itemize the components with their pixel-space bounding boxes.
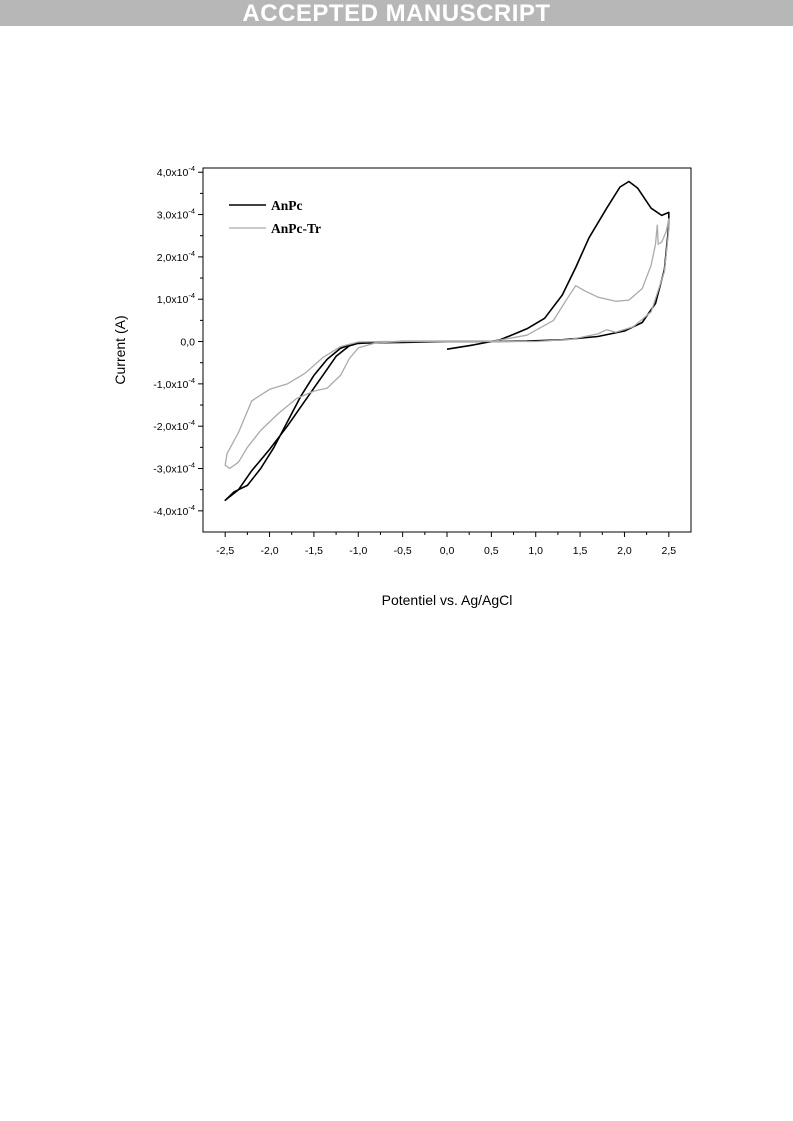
y-tick-label: -2,0x10-4	[153, 418, 195, 433]
x-tick-label: 2,0	[617, 545, 632, 557]
legend-label: AnPc	[271, 198, 303, 213]
y-tick-label: -3,0x10-4	[153, 461, 195, 476]
y-axis: -4,0x10-4 -3,0x10-4 -2,0x10-4 -1,0x10-4 0,0 1…	[153, 164, 203, 518]
y-tick-label: 1,0x10-4	[157, 291, 195, 306]
legend: AnPc AnPc-Tr	[229, 198, 321, 236]
x-axis-title: Potentiel vs. Ag/AgCl	[382, 592, 513, 608]
x-tick-label: 0,5	[484, 545, 499, 557]
x-tick-label: 1,5	[573, 545, 588, 557]
series-line-anpc	[224, 180, 670, 502]
x-tick-label: 0,0	[440, 545, 455, 557]
y-axis-title: Current (A)	[112, 315, 128, 384]
accepted-manuscript-banner: ACCEPTED MANUSCRIPT	[0, 0, 793, 27]
x-tick-label: 1,0	[528, 545, 543, 557]
x-tick-label: 2,5	[662, 545, 677, 557]
x-tick-label: -0,5	[394, 545, 412, 557]
x-axis: -2,5 -2,0 -1,5 -1,0 -0,5 0,0 0,5 1,0 1,5 2,0 2,5	[216, 532, 676, 557]
x-tick-label: -2,5	[216, 545, 234, 557]
y-tick-label: 2,0x10-4	[157, 249, 195, 264]
x-tick-label: -2,0	[260, 545, 278, 557]
x-tick-label: -1,5	[305, 545, 323, 557]
legend-label: AnPc-Tr	[271, 221, 321, 236]
x-tick-label: -1,0	[349, 545, 367, 557]
y-tick-label: 4,0x10-4	[157, 164, 195, 179]
y-tick-label: 3,0x10-4	[157, 207, 195, 222]
y-tick-label: -4,0x10-4	[153, 503, 195, 518]
series-layer	[224, 180, 670, 502]
y-tick-label: 0,0	[180, 337, 195, 349]
series-line-anpc-tr	[224, 218, 670, 470]
y-tick-label: -1,0x10-4	[153, 376, 195, 391]
